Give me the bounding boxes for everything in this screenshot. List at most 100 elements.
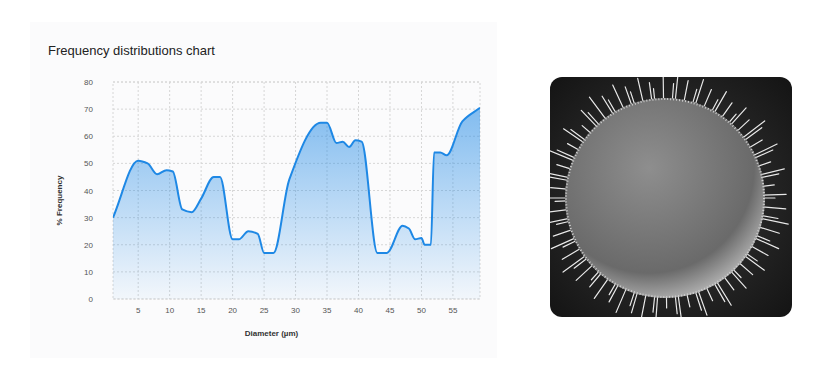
- spike: [550, 173, 569, 177]
- x-tick-label: 20: [228, 306, 237, 315]
- x-axis-label: Diameter (µm): [245, 329, 299, 338]
- spike: [737, 120, 749, 131]
- canvas: Frequency distributions chart 0 10 20 30 40 50…: [0, 0, 836, 380]
- data-group: [113, 108, 480, 299]
- spike: [631, 292, 637, 313]
- x-tick-label: 15: [197, 306, 206, 315]
- spike: [684, 81, 688, 102]
- spike: [594, 278, 608, 298]
- spike: [721, 103, 732, 118]
- spike: [563, 241, 577, 248]
- spike: [755, 150, 773, 158]
- spike: [760, 169, 784, 175]
- spike: [649, 83, 651, 101]
- spike: [656, 296, 658, 317]
- photo-content: [550, 77, 792, 317]
- y-tick-label: 50: [84, 159, 93, 168]
- spike: [706, 287, 712, 301]
- spike: [550, 218, 569, 223]
- spike: [743, 121, 765, 138]
- y-grid-line: [113, 82, 480, 83]
- spike: [714, 92, 726, 113]
- spike: [755, 238, 779, 249]
- spike: [630, 291, 635, 305]
- plot-frame: [113, 82, 480, 299]
- y-tick-label: 80: [84, 78, 93, 87]
- spike: [550, 175, 569, 180]
- sphere: [565, 98, 765, 298]
- x-tick-label: 55: [448, 306, 457, 315]
- spike: [731, 271, 747, 288]
- spike: [631, 92, 635, 105]
- spike: [562, 248, 581, 259]
- spike: [711, 100, 717, 112]
- spike: [761, 218, 788, 224]
- spike: [761, 216, 778, 219]
- micrograph: [541, 73, 792, 322]
- y-tick-label: 10: [84, 268, 93, 277]
- spike: [675, 295, 677, 313]
- x-tick-label: 45: [386, 306, 395, 315]
- spike: [564, 129, 584, 143]
- line: [113, 108, 480, 253]
- spike: [557, 150, 575, 158]
- spike: [589, 97, 606, 119]
- spike: [744, 128, 761, 141]
- spike: [563, 256, 586, 272]
- photo-background: [550, 77, 792, 317]
- y-tick-label: 0: [89, 295, 94, 304]
- spike: [553, 230, 572, 236]
- spike: [551, 188, 568, 190]
- spike: [641, 294, 646, 317]
- spike: [717, 281, 732, 305]
- spike: [695, 291, 701, 310]
- spike: [758, 162, 771, 166]
- y-tick-label: 40: [84, 187, 93, 196]
- x-tick-label: 5: [136, 306, 141, 315]
- spike: [550, 197, 567, 198]
- y-axis-label: % Frequency: [55, 175, 64, 225]
- x-tick-label: 50: [417, 306, 426, 315]
- sphere-rim: [566, 99, 764, 297]
- grid: [113, 82, 480, 299]
- spike: [608, 100, 616, 113]
- spike: [746, 253, 757, 261]
- y-grid-line: [113, 109, 480, 110]
- spike: [625, 87, 632, 106]
- spike: [761, 174, 779, 178]
- spike: [551, 238, 575, 249]
- y-grid-line: [113, 136, 480, 137]
- spike: [616, 288, 626, 312]
- page: Frequency distributions chart 0 10 20 30 40 50…: [0, 0, 836, 380]
- y-tick-label: 20: [84, 241, 93, 250]
- spike: [687, 294, 690, 307]
- spike: [576, 265, 593, 281]
- spike: [763, 194, 786, 196]
- x-tick-label: 25: [260, 306, 269, 315]
- x-tick-label: 30: [291, 306, 300, 315]
- chart-title: Frequency distributions chart: [48, 43, 215, 58]
- spike: [557, 221, 570, 224]
- spike: [756, 235, 770, 241]
- spike: [704, 89, 712, 107]
- spike: [763, 207, 786, 209]
- spike: [613, 85, 624, 109]
- spike: [751, 246, 768, 256]
- spike: [663, 77, 665, 100]
- spike: [724, 276, 734, 289]
- spike: [638, 78, 644, 102]
- spike: [739, 262, 753, 274]
- spike: [568, 144, 580, 151]
- spike: [675, 77, 678, 101]
- spike: [581, 110, 597, 127]
- spike: [695, 80, 703, 105]
- spike: [678, 295, 681, 317]
- spike: [588, 113, 599, 125]
- x-tick-label: 35: [323, 306, 332, 315]
- spike: [749, 140, 762, 148]
- x-tick-label: 10: [165, 306, 174, 315]
- spike: [672, 84, 673, 101]
- spike: [609, 283, 616, 295]
- area-fill: [113, 108, 480, 299]
- spike: [557, 165, 572, 169]
